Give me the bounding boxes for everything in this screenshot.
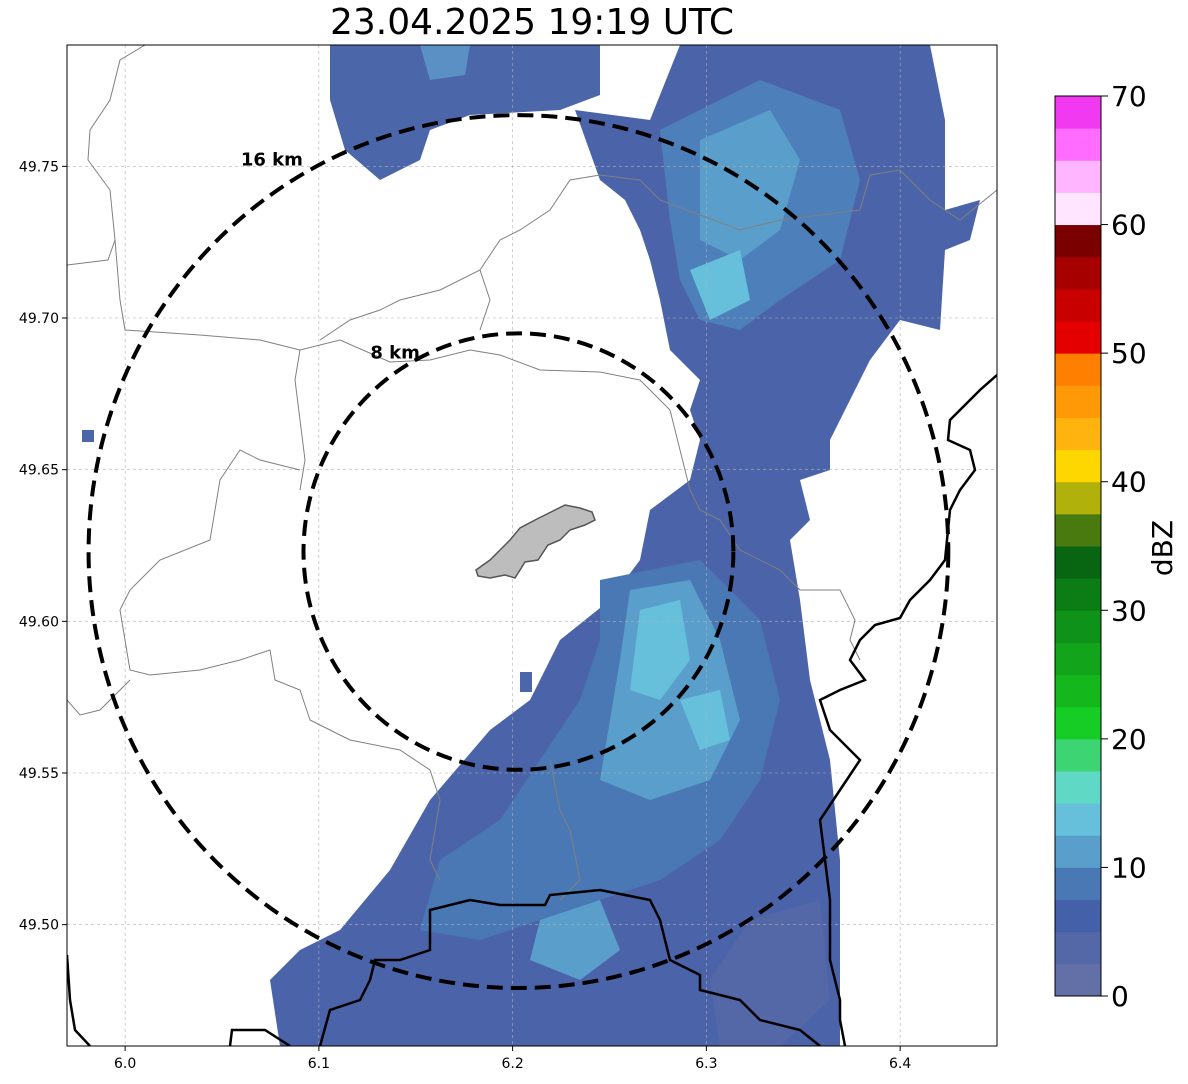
range-ring-16km bbox=[86, 113, 951, 991]
range-rings: 8 km 16 km bbox=[86, 113, 951, 991]
lon-tick-label: 6.3 bbox=[695, 1056, 717, 1072]
colorbar-tick-label: 40 bbox=[1111, 466, 1147, 499]
colorbar-segment bbox=[1055, 256, 1101, 290]
range-ring-label: 8 km bbox=[370, 343, 420, 364]
colorbar-segment bbox=[1055, 899, 1101, 933]
colorbar-segment bbox=[1055, 224, 1101, 258]
gridlines bbox=[67, 45, 997, 1046]
lat-tick-label: 49.75 bbox=[19, 159, 59, 175]
municipal-borders bbox=[67, 45, 997, 901]
colorbar-tick-label: 50 bbox=[1111, 337, 1147, 370]
colorbar-segment bbox=[1055, 513, 1101, 547]
colorbar-segment bbox=[1055, 128, 1101, 161]
colorbar-tick-label: 10 bbox=[1111, 851, 1147, 884]
map-frame bbox=[66, 44, 998, 1047]
colorbar-segment bbox=[1055, 642, 1101, 676]
longitude-ticks: 6.0 6.1 6.2 6.3 6.4 bbox=[114, 1046, 911, 1072]
lon-tick-label: 6.4 bbox=[889, 1056, 911, 1072]
colorbar-segment bbox=[1055, 803, 1101, 836]
colorbar-label: dBZ bbox=[1146, 520, 1179, 576]
range-ring-8km bbox=[301, 331, 736, 772]
lat-tick-label: 49.65 bbox=[19, 463, 59, 479]
lat-tick-label: 49.55 bbox=[19, 766, 59, 782]
city-outline bbox=[475, 504, 596, 579]
colorbar-segment bbox=[1055, 546, 1101, 579]
colorbar-segment bbox=[1055, 353, 1101, 386]
colorbar-tick-label: 70 bbox=[1111, 80, 1147, 113]
lon-tick-label: 6.1 bbox=[308, 1056, 330, 1072]
colorbar-frame bbox=[1054, 95, 1102, 997]
colorbar-tick-label: 60 bbox=[1111, 209, 1147, 242]
latitude-ticks: 49.75 49.70 49.65 49.60 49.55 49.50 bbox=[19, 159, 67, 934]
lon-tick-label: 6.0 bbox=[114, 1056, 136, 1072]
colorbar-tick-label: 0 bbox=[1111, 980, 1129, 1013]
colorbar-segment bbox=[1055, 321, 1101, 354]
colorbar-segment bbox=[1055, 96, 1101, 129]
colorbar-segment bbox=[1055, 449, 1101, 483]
colorbar-segment bbox=[1055, 706, 1101, 740]
colorbar-segment bbox=[1055, 160, 1101, 193]
range-ring-label: 16 km bbox=[241, 149, 303, 170]
colorbar-segment bbox=[1055, 867, 1101, 901]
lon-tick-label: 6.2 bbox=[501, 1056, 523, 1072]
colorbar-segment bbox=[1055, 963, 1101, 997]
lat-tick-label: 49.60 bbox=[19, 614, 59, 630]
colorbar-segment bbox=[1055, 738, 1101, 772]
colorbar-segment bbox=[1055, 417, 1101, 451]
colorbar-segment bbox=[1055, 288, 1101, 322]
colorbar-segment bbox=[1055, 835, 1101, 868]
colorbar-segment bbox=[1055, 931, 1101, 965]
colorbar-segment bbox=[1055, 481, 1101, 515]
colorbar-segment bbox=[1055, 610, 1101, 643]
lat-tick-label: 49.70 bbox=[19, 311, 59, 327]
colorbar-segment bbox=[1055, 771, 1101, 804]
map-title: 23.04.2025 19:19 UTC bbox=[329, 2, 735, 43]
colorbar-segment bbox=[1055, 385, 1101, 418]
precipitation-field bbox=[82, 45, 980, 1046]
colorbar-segment bbox=[1055, 578, 1101, 611]
colorbar-tick-label: 30 bbox=[1111, 594, 1147, 627]
lat-tick-label: 49.50 bbox=[19, 918, 59, 934]
colorbar: 0 10 20 30 40 50 60 70 bbox=[1054, 80, 1147, 1013]
colorbar-segment bbox=[1055, 192, 1101, 226]
colorbar-tick-label: 20 bbox=[1111, 723, 1147, 756]
colorbar-segment bbox=[1055, 674, 1101, 708]
national-borders bbox=[67, 374, 997, 1046]
